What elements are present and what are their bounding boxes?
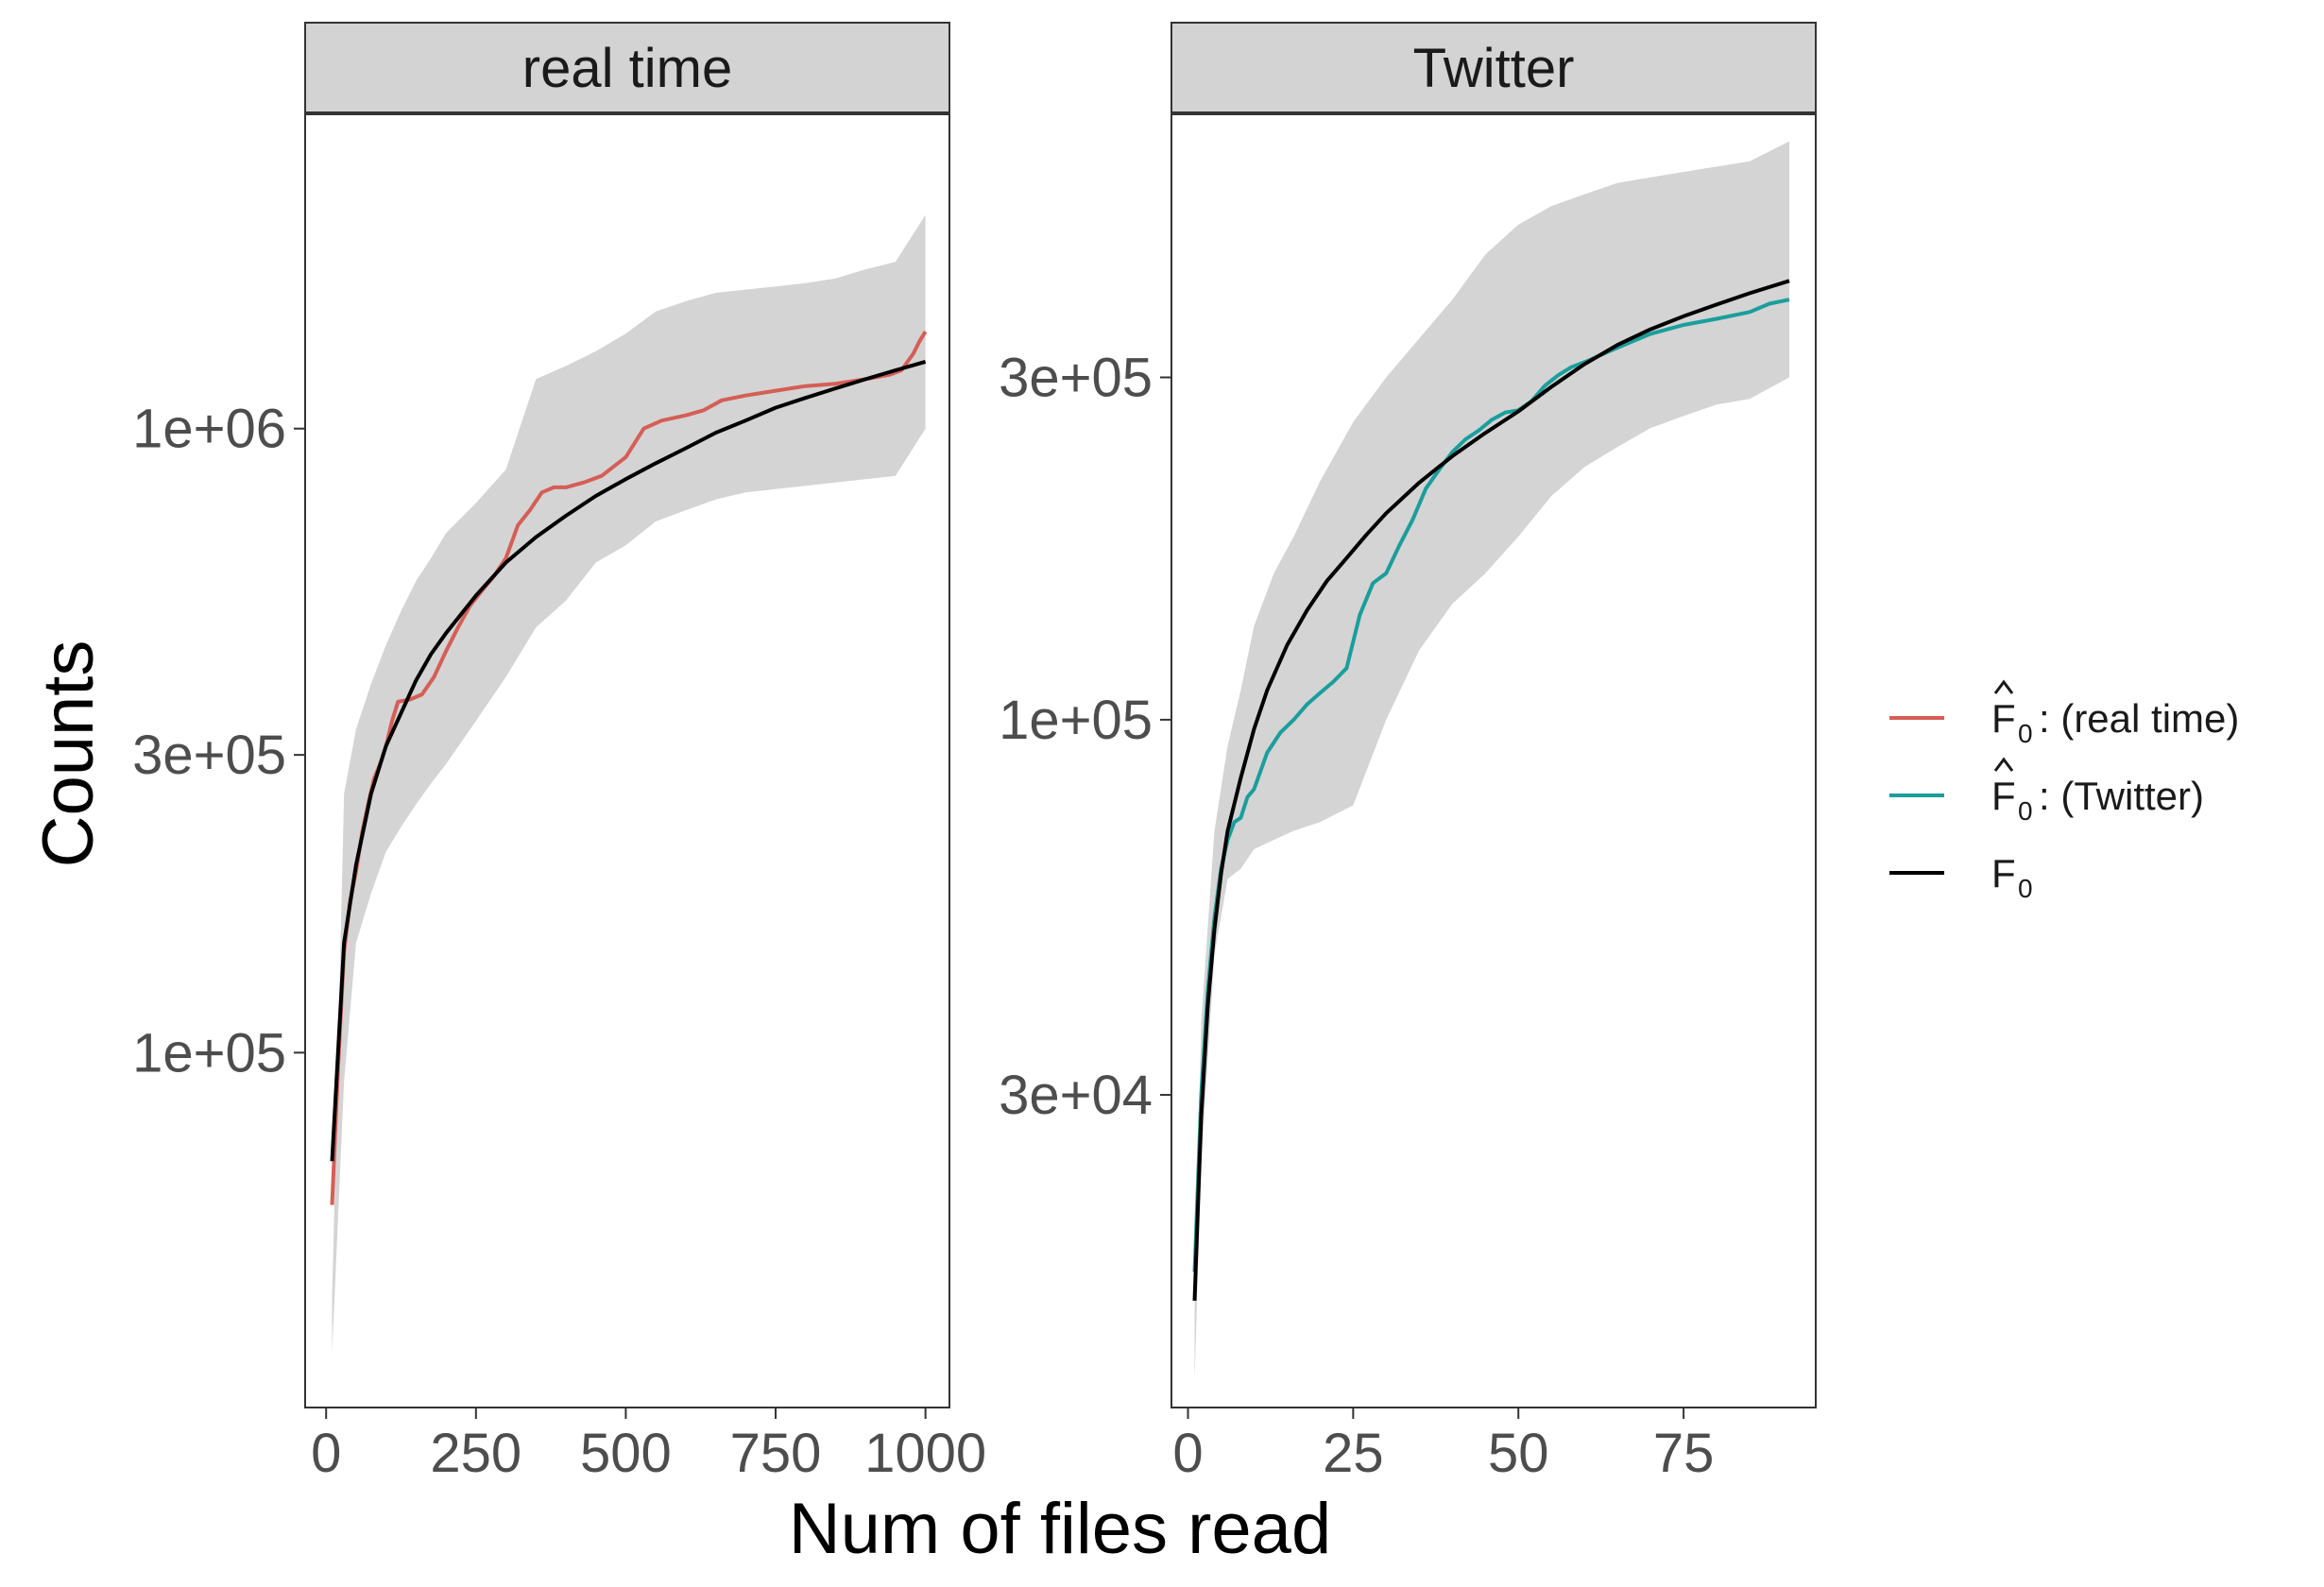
x-tick-label: 0 xyxy=(1172,1423,1203,1484)
x-tick-label: 500 xyxy=(580,1423,672,1484)
series-line-f0 xyxy=(1192,279,1790,1301)
strip-background xyxy=(1171,22,1817,114)
panel-border xyxy=(1171,112,1817,1408)
x-tick-label: 250 xyxy=(430,1423,521,1484)
y-tick-label: 1e+06 xyxy=(132,399,286,460)
x-tick-label: 75 xyxy=(1653,1423,1715,1484)
x-tick-label: 1000 xyxy=(864,1423,986,1484)
panel: real time 0 250 500 750 1000 1e+05 3e+05 1e+06 xyxy=(132,22,986,1484)
strip-title: real time xyxy=(522,38,732,99)
hat-accent xyxy=(1993,757,2014,772)
panel-border xyxy=(304,112,950,1408)
strip-title: Twitter xyxy=(1413,38,1575,99)
y-tick-label: 1e+05 xyxy=(999,690,1153,751)
y-tick-label: 3e+04 xyxy=(999,1065,1153,1126)
x-tick-label: 0 xyxy=(311,1423,341,1484)
x-tick-label: 25 xyxy=(1323,1423,1384,1484)
legend-subscript: 0 xyxy=(2018,719,2033,748)
panel: Twitter 0 25 50 75 3e+04 1e+05 3e+05 xyxy=(999,22,1817,1484)
x-tick-label: 750 xyxy=(730,1423,822,1484)
confidence-band xyxy=(1194,141,1789,1381)
y-tick-label: 1e+05 xyxy=(132,1022,286,1084)
x-tick-label: 50 xyxy=(1488,1423,1549,1484)
legend-label: : (real time) xyxy=(2039,696,2239,741)
x-axis-title: Num of files read xyxy=(789,1489,1331,1569)
series-line-f0 xyxy=(330,359,927,1162)
hat-accent xyxy=(1993,679,2014,694)
y-tick-label: 3e+05 xyxy=(132,725,286,786)
confidence-band xyxy=(332,214,926,1354)
legend-label: : (Twitter) xyxy=(2039,774,2204,818)
data-area xyxy=(1192,141,1790,1381)
legend-subscript: 0 xyxy=(2018,874,2033,903)
y-axis-title: Counts xyxy=(28,640,109,868)
legend-symbol: F xyxy=(1991,851,2016,896)
legend-symbol: F xyxy=(1991,774,2016,818)
y-tick-label: 3e+05 xyxy=(999,347,1153,408)
strip-background xyxy=(304,22,950,114)
legend-subscript: 0 xyxy=(2018,796,2033,826)
data-area xyxy=(330,214,928,1354)
legend-symbol: F xyxy=(1991,696,2016,741)
